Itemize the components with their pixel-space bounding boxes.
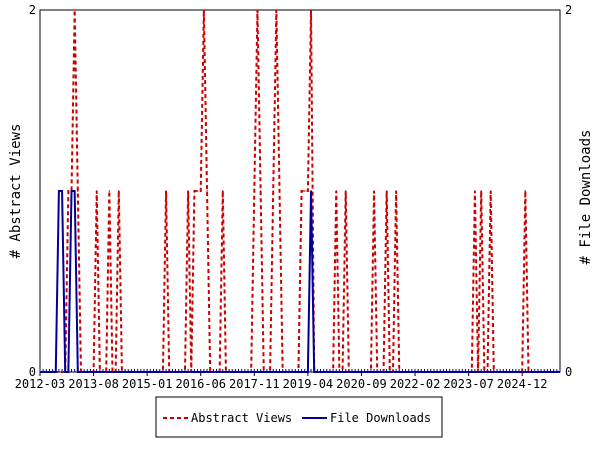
y-left-tick-max: 2 — [29, 3, 36, 17]
data-point — [272, 190, 275, 192]
series-layer — [40, 9, 560, 373]
data-point — [95, 190, 98, 192]
data-point — [300, 190, 303, 192]
legend-box — [155, 396, 443, 438]
data-point — [278, 190, 281, 192]
data-point — [58, 190, 60, 192]
x-axis-labels: 2012-03 2013-08 2015-01 2016-06 2017-11 2019-… — [15, 372, 548, 391]
data-point — [256, 9, 259, 11]
data-point — [165, 190, 167, 192]
data-point — [335, 190, 338, 192]
x-tick-label: 2022-02 — [390, 377, 441, 391]
data-point — [310, 9, 312, 11]
data-point — [187, 190, 189, 192]
y-right-tick-max: 2 — [565, 3, 572, 17]
y-left-tick-min: 0 — [29, 365, 36, 379]
y-right-axis-label: # File Downloads — [578, 130, 594, 265]
data-point — [206, 190, 208, 192]
data-point — [395, 190, 397, 192]
legend: Abstract Views File Downloads — [155, 396, 443, 438]
legend-label-abstract-views: Abstract Views — [191, 411, 292, 425]
y-axis-left: 2 0 # Abstract Views — [8, 3, 36, 379]
data-point — [303, 190, 306, 192]
y-left-axis-label: # Abstract Views — [8, 124, 24, 259]
data-point — [480, 190, 483, 192]
data-point — [275, 9, 278, 11]
data-point — [489, 190, 492, 192]
data-point — [117, 190, 120, 192]
data-point — [307, 190, 309, 192]
x-tick-label: 2012-03 — [15, 377, 66, 391]
data-point — [259, 190, 262, 192]
data-point — [203, 9, 205, 11]
y-right-tick-min: 0 — [565, 365, 572, 379]
data-point — [474, 190, 476, 192]
data-point — [199, 190, 202, 192]
x-tick-label: 2015-01 — [122, 377, 173, 391]
data-point — [77, 190, 79, 192]
data-point — [253, 190, 256, 192]
x-tick-label: 2013-08 — [68, 377, 119, 391]
data-point — [67, 190, 70, 192]
x-tick-label: 2019-04 — [283, 377, 334, 391]
legend-label-file-downloads: File Downloads — [330, 411, 431, 425]
x-tick-label: 2017-11 — [229, 377, 280, 391]
data-point — [73, 9, 76, 11]
data-point — [344, 190, 347, 192]
data-point — [221, 190, 224, 192]
data-point — [310, 190, 312, 192]
data-point — [193, 190, 196, 192]
data-point — [373, 190, 375, 192]
x-tick-label: 2023-07 — [443, 377, 494, 391]
x-tick-label: 2024-12 — [497, 377, 548, 391]
data-point — [70, 190, 73, 192]
series-line-file-downloads — [40, 190, 560, 373]
data-point — [524, 190, 527, 192]
x-tick-label: 2020-09 — [336, 377, 387, 391]
y-axis-right: 2 0 # File Downloads — [565, 3, 594, 379]
data-point — [385, 190, 388, 192]
x-tick-label: 2016-06 — [175, 377, 226, 391]
data-point — [108, 190, 111, 192]
data-point — [61, 190, 63, 192]
data-point — [196, 190, 199, 192]
data-point — [73, 190, 76, 192]
